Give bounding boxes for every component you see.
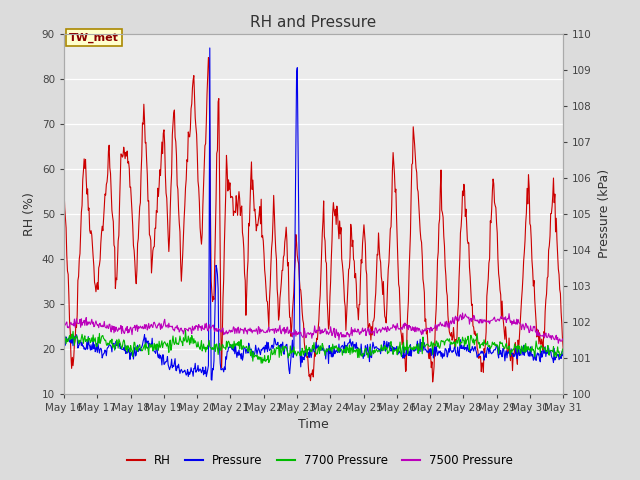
X-axis label: Time: Time [298, 418, 329, 431]
Legend: RH, Pressure, 7700 Pressure, 7500 Pressure: RH, Pressure, 7700 Pressure, 7500 Pressu… [122, 449, 518, 472]
7700 Pressure [69, 328, 77, 334]
7500 Pressure [459, 310, 467, 316]
RH [374, 230, 382, 236]
7700 Pressure [559, 348, 567, 354]
Line: Pressure: Pressure [64, 48, 563, 380]
7700 Pressure [257, 360, 265, 366]
7700 Pressure [182, 327, 189, 333]
Pressure [198, 370, 205, 375]
Text: TW_met: TW_met [69, 32, 119, 43]
7500 Pressure [172, 325, 179, 331]
Line: 7500 Pressure: 7500 Pressure [64, 313, 563, 343]
Pressure [69, 343, 77, 348]
RH [120, 149, 128, 155]
Pressure [120, 348, 128, 354]
Pressure [376, 348, 383, 354]
Line: RH: RH [64, 58, 563, 382]
Pressure [390, 345, 397, 350]
RH [69, 363, 77, 369]
Pressure [559, 352, 567, 358]
Title: RH and Pressure: RH and Pressure [250, 15, 377, 30]
RH [389, 150, 397, 156]
RH [60, 185, 68, 191]
RH [172, 134, 179, 140]
7500 Pressure [69, 321, 77, 326]
7700 Pressure [172, 340, 179, 346]
Pressure [208, 377, 216, 383]
RH [429, 379, 436, 385]
7700 Pressure [198, 348, 206, 354]
7700 Pressure [376, 348, 383, 353]
Pressure [60, 336, 68, 341]
7500 Pressure [388, 325, 396, 331]
7500 Pressure [198, 328, 205, 334]
7700 Pressure [390, 348, 397, 353]
7500 Pressure [120, 331, 128, 336]
Line: 7700 Pressure: 7700 Pressure [64, 330, 563, 363]
Y-axis label: Pressure (kPa): Pressure (kPa) [598, 169, 611, 258]
RH [198, 241, 205, 247]
7500 Pressure [60, 326, 68, 332]
Pressure [172, 356, 179, 361]
RH [205, 55, 212, 60]
7500 Pressure [554, 340, 562, 346]
RH [559, 346, 567, 352]
7700 Pressure [60, 335, 68, 340]
Y-axis label: RH (%): RH (%) [23, 192, 36, 236]
7700 Pressure [120, 338, 128, 344]
7500 Pressure [559, 337, 567, 343]
7500 Pressure [374, 328, 381, 334]
Pressure [206, 45, 214, 51]
